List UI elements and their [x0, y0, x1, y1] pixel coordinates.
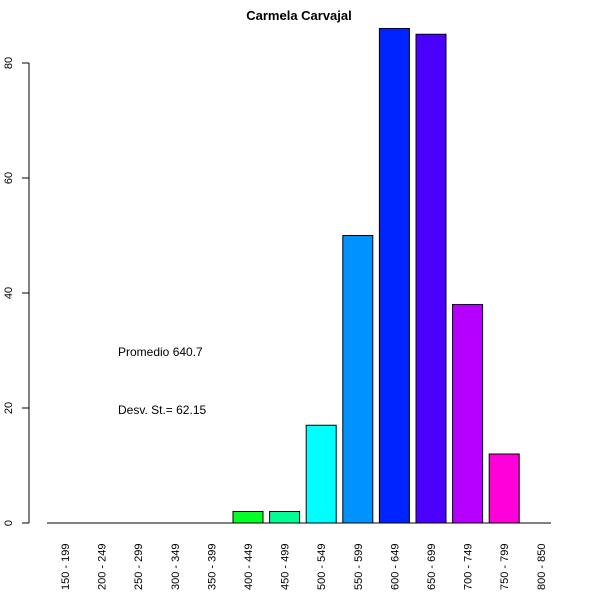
- x-tick-label: 750 - 799: [499, 544, 511, 590]
- y-tick-label: 40: [3, 287, 15, 299]
- x-tick-label: 650 - 699: [426, 544, 438, 590]
- bar-450-499: [269, 511, 301, 524]
- bars: [47, 28, 551, 524]
- bar-500-549: [305, 424, 337, 524]
- x-tick-label: 450 - 499: [280, 544, 292, 590]
- x-tick-label: 250 - 299: [133, 544, 145, 590]
- x-tick-label: 200 - 249: [97, 544, 109, 590]
- x-tick-label: 700 - 749: [463, 544, 475, 590]
- x-axis-labels: 150 - 199 200 - 249 250 - 299 300 - 349 350 …: [60, 544, 548, 590]
- bar-400-449: [232, 511, 264, 524]
- chart-title: Carmela Carvajal: [246, 8, 352, 23]
- bar-650-699: [415, 33, 447, 524]
- bar-750-799: [488, 453, 520, 524]
- x-tick-label: 300 - 349: [170, 544, 182, 590]
- y-tick-label: 80: [3, 57, 15, 69]
- x-tick-label: 500 - 549: [316, 544, 328, 590]
- y-tick-label: 20: [3, 402, 15, 414]
- y-axis: 0 20 40 60 80: [3, 57, 30, 526]
- mean-annotation: Promedio 640.7: [118, 345, 203, 359]
- bar-700-749: [452, 304, 484, 524]
- x-tick-label: 400 - 449: [243, 544, 255, 590]
- x-tick-label: 600 - 649: [389, 544, 401, 590]
- x-tick-label: 350 - 399: [206, 544, 218, 590]
- std-annotation: Desv. St.= 62.15: [118, 403, 206, 417]
- y-tick-label: 0: [3, 520, 15, 526]
- y-tick-label: 60: [3, 172, 15, 184]
- x-tick-label: 550 - 599: [353, 544, 365, 590]
- bar-550-599: [342, 235, 374, 524]
- x-tick-label: 800 - 850: [536, 544, 548, 590]
- x-tick-label: 150 - 199: [60, 544, 72, 590]
- bar-600-649: [378, 28, 410, 524]
